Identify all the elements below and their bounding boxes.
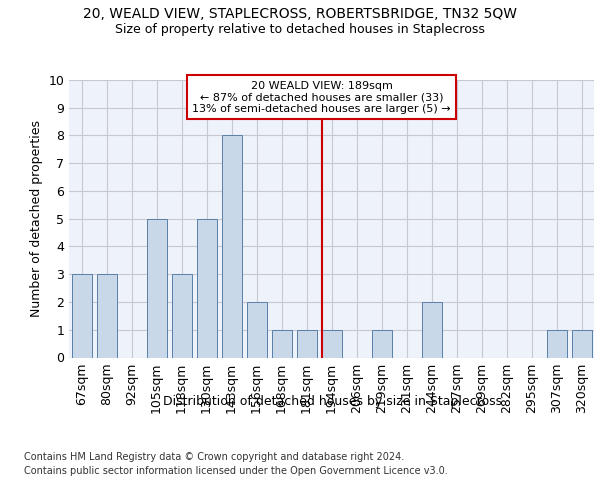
Text: Distribution of detached houses by size in Staplecross: Distribution of detached houses by size … xyxy=(163,395,503,408)
Bar xyxy=(421,302,442,358)
Text: Size of property relative to detached houses in Staplecross: Size of property relative to detached ho… xyxy=(115,22,485,36)
Bar xyxy=(97,274,116,357)
Bar xyxy=(172,274,191,357)
Text: 20, WEALD VIEW, STAPLECROSS, ROBERTSBRIDGE, TN32 5QW: 20, WEALD VIEW, STAPLECROSS, ROBERTSBRID… xyxy=(83,8,517,22)
Bar xyxy=(221,136,241,358)
Bar xyxy=(322,330,341,357)
Bar xyxy=(547,330,566,357)
Bar xyxy=(71,274,91,357)
Bar xyxy=(271,330,292,357)
Bar xyxy=(197,219,217,358)
Bar xyxy=(247,302,266,358)
Text: Contains public sector information licensed under the Open Government Licence v3: Contains public sector information licen… xyxy=(24,466,448,476)
Bar xyxy=(371,330,392,357)
Y-axis label: Number of detached properties: Number of detached properties xyxy=(30,120,43,318)
Text: 20 WEALD VIEW: 189sqm
← 87% of detached houses are smaller (33)
13% of semi-deta: 20 WEALD VIEW: 189sqm ← 87% of detached … xyxy=(192,80,451,114)
Bar xyxy=(146,219,167,358)
Bar xyxy=(571,330,592,357)
Bar xyxy=(296,330,317,357)
Text: Contains HM Land Registry data © Crown copyright and database right 2024.: Contains HM Land Registry data © Crown c… xyxy=(24,452,404,462)
